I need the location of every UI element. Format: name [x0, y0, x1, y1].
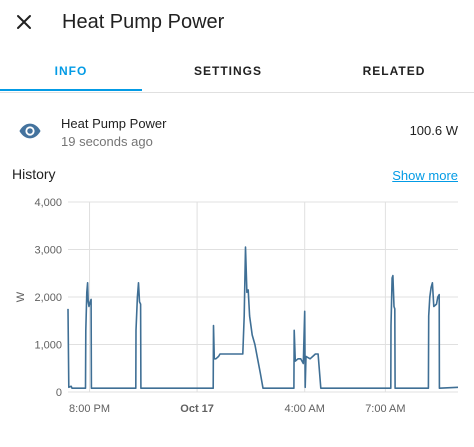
tab-info[interactable]: INFO	[54, 64, 88, 78]
tab-related[interactable]: RELATED	[362, 64, 426, 78]
entity-row[interactable]: Heat Pump Power 19 seconds ago 100.6 W	[0, 110, 474, 156]
close-button[interactable]	[12, 10, 36, 34]
y-tick-label: 3,000	[34, 245, 62, 257]
entity-name: Heat Pump Power	[61, 116, 167, 131]
tab-bar: INFO SETTINGS RELATED	[0, 56, 474, 93]
entity-state: 100.6 W	[409, 123, 458, 138]
eye-icon	[19, 123, 41, 139]
y-tick-label: 4,000	[34, 197, 62, 209]
x-tick-label: Oct 17	[180, 403, 214, 415]
history-heading: History	[12, 166, 56, 182]
x-tick-label: 7:00 AM	[365, 403, 405, 415]
series-line	[67, 246, 459, 389]
x-tick-label: 4:00 AM	[285, 403, 325, 415]
y-tick-label: 0	[56, 387, 62, 399]
y-axis-label: W	[15, 291, 27, 302]
tab-settings[interactable]: SETTINGS	[193, 64, 262, 78]
active-tab-indicator	[0, 89, 142, 91]
entity-last-changed: 19 seconds ago	[61, 134, 153, 149]
x-tick-label: 8:00 PM	[69, 403, 110, 415]
show-more-link[interactable]: Show more	[392, 168, 458, 183]
dialog-title: Heat Pump Power	[62, 11, 225, 33]
dialog-header: Heat Pump Power	[0, 0, 474, 46]
y-tick-label: 1,000	[34, 340, 62, 352]
close-icon	[17, 15, 31, 29]
history-chart[interactable]: 0 1,000 2,000 3,000 4,000 8:00 PM Oct 17 4:00 A…	[0, 190, 474, 420]
y-tick-label: 2,000	[34, 292, 62, 304]
